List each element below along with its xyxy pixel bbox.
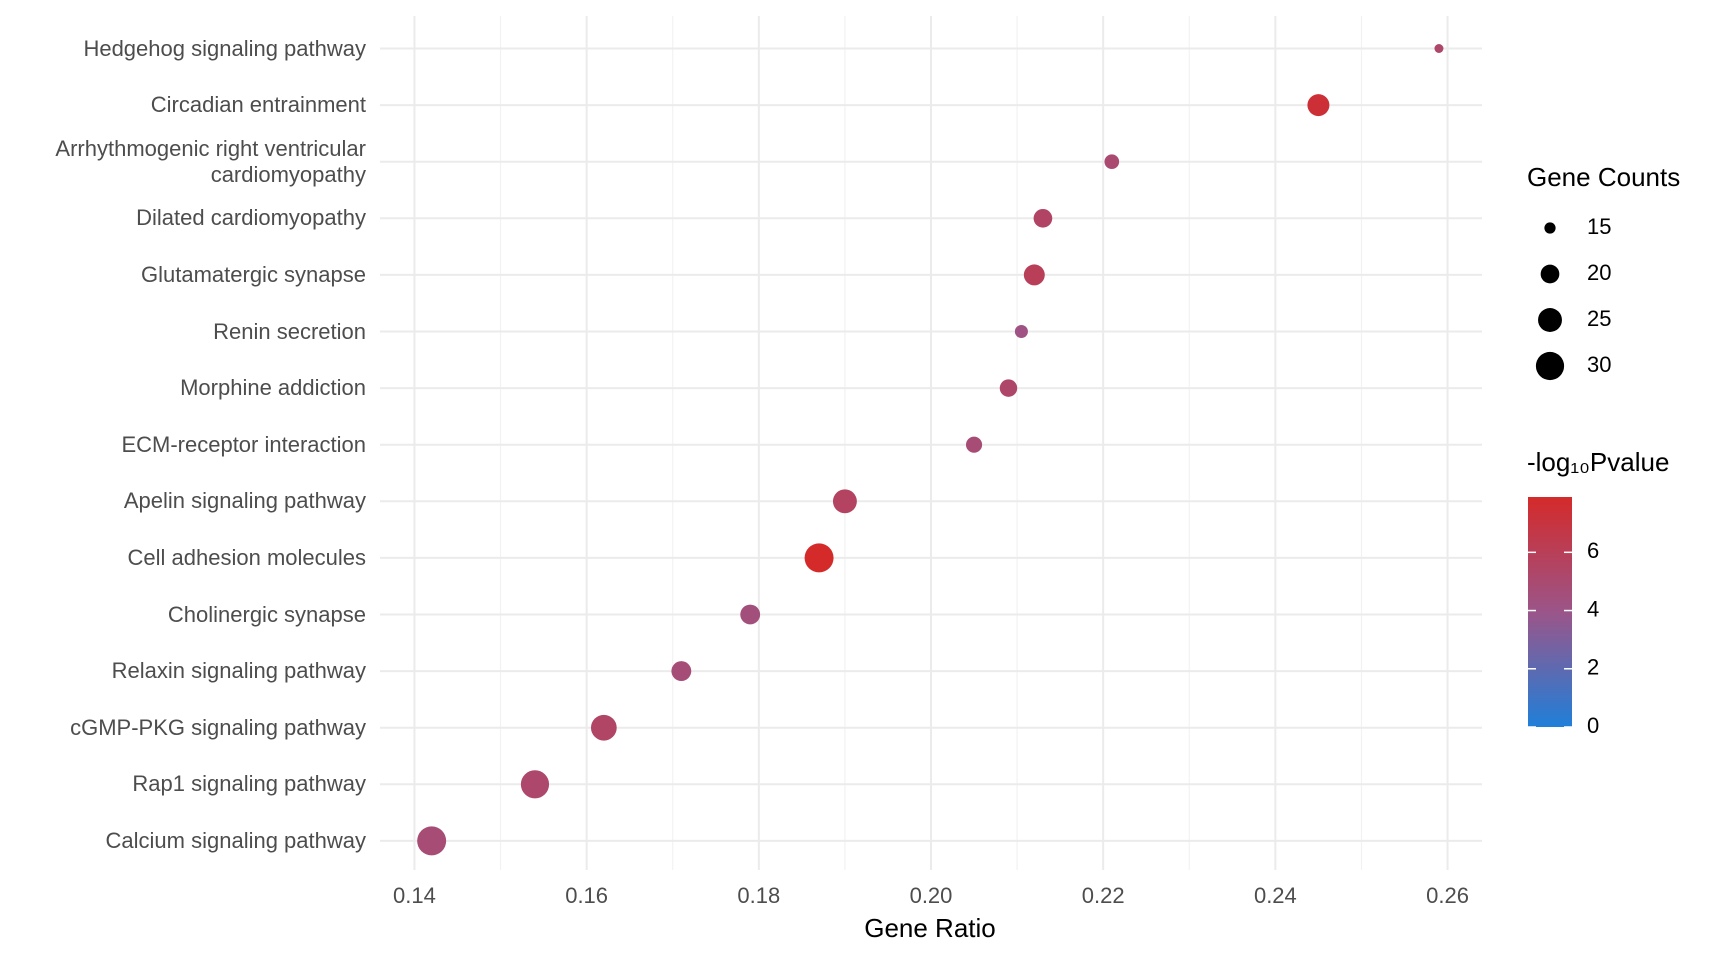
y-tick-label: Circadian entrainment <box>150 92 366 118</box>
y-tick-label: Calcium signaling pathway <box>105 827 366 853</box>
y-tick-label: Cholinergic synapse <box>167 601 366 627</box>
size-legend-label: 25 <box>1587 306 1611 331</box>
dot <box>1434 44 1444 53</box>
colorbar-label: 4 <box>1587 596 1599 621</box>
dot <box>965 436 983 453</box>
color-legend-title: -log₁₀Pvalue <box>1527 447 1669 477</box>
x-tick-label: 0.16 <box>565 883 608 908</box>
x-tick-label: 0.22 <box>1082 883 1125 908</box>
size-legend-label: 20 <box>1587 260 1611 285</box>
x-tick-label: 0.24 <box>1254 883 1297 908</box>
size-legend-title: Gene Counts <box>1527 162 1680 192</box>
dot <box>804 543 834 573</box>
y-tick-label: Hedgehog signaling pathway <box>83 35 366 61</box>
y-tick-label: Cell adhesion molecules <box>127 544 366 570</box>
dot <box>1033 208 1053 228</box>
x-tick-label: 0.20 <box>910 883 953 908</box>
y-tick-label: Relaxin signaling pathway <box>111 658 366 684</box>
colorbar-label: 2 <box>1587 655 1599 680</box>
y-tick-label: Dilated cardiomyopathy <box>136 205 366 231</box>
x-tick-label: 0.18 <box>737 883 780 908</box>
dot <box>740 604 761 625</box>
colorbar-label: 6 <box>1587 538 1599 563</box>
size-legend-label: 15 <box>1587 214 1611 239</box>
colorbar-label: 0 <box>1587 713 1599 738</box>
y-tick-label: Arrhythmogenic right ventricular cardiom… <box>55 135 366 187</box>
dot <box>417 826 447 856</box>
x-tick-label: 0.26 <box>1426 883 1469 908</box>
size-legend-dot <box>1540 264 1560 284</box>
dot <box>520 770 550 799</box>
x-tick-label: 0.14 <box>393 883 436 908</box>
colorbar <box>1528 497 1572 727</box>
size-legend-dot <box>1538 308 1562 332</box>
y-tick-label: Renin secretion <box>213 318 366 344</box>
y-tick-label: Apelin signaling pathway <box>123 488 366 514</box>
dot <box>832 489 857 514</box>
x-axis-title: Gene Ratio <box>864 913 996 943</box>
y-tick-label: ECM-receptor interaction <box>121 431 366 457</box>
dot <box>1014 324 1028 339</box>
dot <box>1023 264 1045 286</box>
size-legend-dot <box>1544 222 1556 234</box>
dot <box>1104 154 1120 170</box>
y-tick-label: Glutamatergic synapse <box>141 261 366 287</box>
dot <box>1307 94 1330 117</box>
y-tick-label: Rap1 signaling pathway <box>132 771 366 797</box>
dot <box>671 661 692 682</box>
size-legend-label: 30 <box>1587 352 1611 377</box>
y-tick-label: Morphine addiction <box>180 375 366 401</box>
size-legend-dot <box>1535 351 1565 381</box>
dot <box>999 379 1018 397</box>
y-tick-label: cGMP-PKG signaling pathway <box>70 714 366 740</box>
dot <box>590 714 617 741</box>
